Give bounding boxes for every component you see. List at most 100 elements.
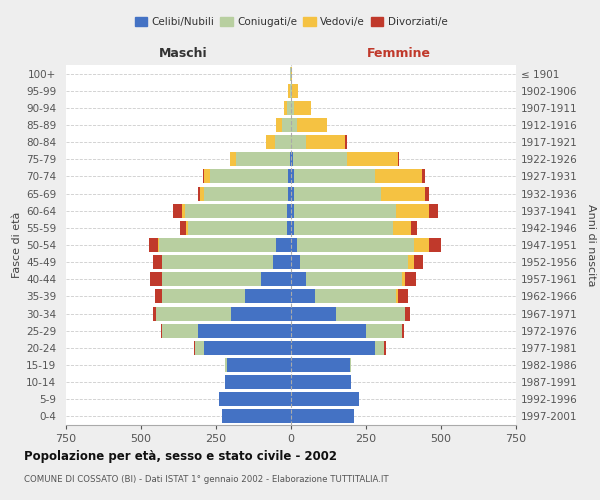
- Bar: [187, 221, 287, 235]
- Bar: [315, 290, 396, 304]
- Bar: [291, 135, 306, 149]
- Bar: [291, 101, 294, 115]
- Bar: [288, 170, 291, 183]
- Bar: [429, 204, 438, 218]
- Bar: [405, 306, 409, 320]
- Bar: [347, 152, 398, 166]
- Bar: [429, 238, 441, 252]
- Bar: [203, 170, 204, 183]
- Bar: [291, 84, 292, 98]
- Bar: [159, 238, 276, 252]
- Bar: [402, 272, 405, 286]
- Bar: [291, 306, 336, 320]
- Bar: [294, 101, 311, 115]
- Bar: [414, 255, 423, 269]
- Bar: [276, 118, 282, 132]
- Bar: [235, 152, 290, 166]
- Bar: [375, 170, 421, 183]
- Y-axis label: Fasce di età: Fasce di età: [12, 212, 22, 278]
- Bar: [156, 306, 231, 320]
- Bar: [349, 358, 351, 372]
- Bar: [173, 204, 182, 218]
- Bar: [195, 341, 204, 355]
- Text: COMUNE DI COSSATO (BI) - Dati ISTAT 1° gennaio 2002 - Elaborazione TUTTITALIA.IT: COMUNE DI COSSATO (BI) - Dati ISTAT 1° g…: [24, 475, 389, 484]
- Bar: [345, 135, 347, 149]
- Bar: [153, 255, 162, 269]
- Bar: [291, 324, 366, 338]
- Bar: [282, 118, 291, 132]
- Bar: [300, 255, 408, 269]
- Bar: [204, 186, 288, 200]
- Bar: [229, 152, 235, 166]
- Bar: [161, 324, 162, 338]
- Bar: [287, 101, 291, 115]
- Bar: [231, 306, 291, 320]
- Bar: [408, 255, 414, 269]
- Bar: [291, 290, 315, 304]
- Bar: [276, 238, 291, 252]
- Bar: [245, 290, 291, 304]
- Bar: [162, 255, 273, 269]
- Bar: [425, 186, 429, 200]
- Bar: [291, 238, 297, 252]
- Bar: [162, 272, 261, 286]
- Bar: [306, 272, 402, 286]
- Bar: [210, 170, 288, 183]
- Bar: [414, 238, 429, 252]
- Bar: [290, 84, 291, 98]
- Bar: [199, 186, 204, 200]
- Bar: [291, 392, 359, 406]
- Legend: Celibi/Nubili, Coniugati/e, Vedovi/e, Divorziati/e: Celibi/Nubili, Coniugati/e, Vedovi/e, Di…: [130, 12, 452, 31]
- Bar: [290, 66, 291, 80]
- Bar: [182, 204, 185, 218]
- Bar: [291, 255, 300, 269]
- Bar: [287, 221, 291, 235]
- Bar: [290, 152, 291, 166]
- Bar: [411, 221, 417, 235]
- Bar: [149, 238, 157, 252]
- Bar: [294, 186, 381, 200]
- Bar: [198, 324, 291, 338]
- Bar: [162, 290, 245, 304]
- Bar: [336, 306, 405, 320]
- Bar: [421, 170, 425, 183]
- Bar: [294, 204, 396, 218]
- Bar: [375, 341, 384, 355]
- Y-axis label: Anni di nascita: Anni di nascita: [586, 204, 596, 286]
- Bar: [273, 255, 291, 269]
- Bar: [294, 170, 375, 183]
- Bar: [291, 152, 293, 166]
- Bar: [185, 204, 287, 218]
- Bar: [381, 186, 425, 200]
- Bar: [284, 101, 287, 115]
- Bar: [219, 392, 291, 406]
- Bar: [291, 375, 351, 389]
- Bar: [287, 204, 291, 218]
- Bar: [291, 204, 294, 218]
- Bar: [204, 170, 210, 183]
- Bar: [396, 290, 398, 304]
- Text: Maschi: Maschi: [158, 47, 208, 60]
- Bar: [384, 341, 386, 355]
- Bar: [366, 324, 402, 338]
- Bar: [193, 341, 195, 355]
- Bar: [393, 221, 411, 235]
- Bar: [291, 410, 354, 424]
- Bar: [150, 272, 162, 286]
- Bar: [275, 135, 291, 149]
- Bar: [157, 238, 159, 252]
- Text: Femmine: Femmine: [367, 47, 431, 60]
- Bar: [306, 135, 345, 149]
- Bar: [153, 306, 156, 320]
- Bar: [225, 358, 227, 372]
- Bar: [405, 272, 415, 286]
- Bar: [155, 290, 162, 304]
- Bar: [291, 272, 306, 286]
- Bar: [291, 358, 349, 372]
- Bar: [291, 170, 294, 183]
- Bar: [398, 290, 408, 304]
- Bar: [180, 221, 186, 235]
- Bar: [291, 186, 294, 200]
- Bar: [291, 221, 294, 235]
- Bar: [204, 341, 291, 355]
